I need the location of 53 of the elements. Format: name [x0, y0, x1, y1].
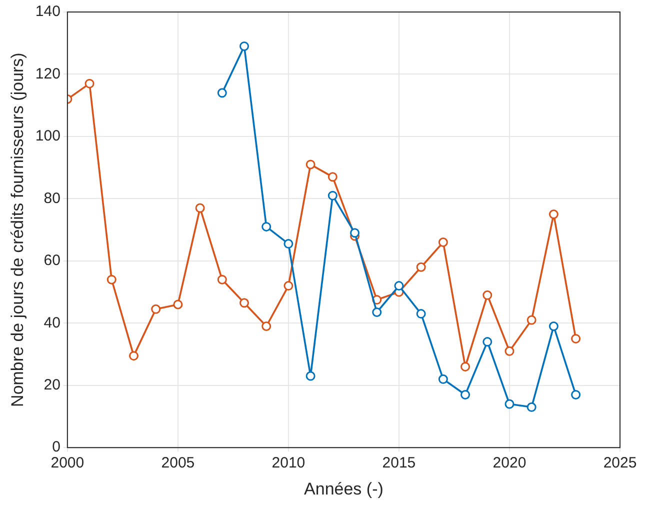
y-tick-label: 60 [44, 252, 60, 270]
point [84, 78, 94, 88]
point [350, 228, 360, 238]
point [571, 334, 581, 344]
y-tick-label: 20 [44, 376, 60, 394]
x-tick-label: 2020 [492, 454, 526, 472]
x-tick-label: 2005 [161, 454, 195, 472]
point [217, 274, 227, 284]
point [173, 300, 183, 310]
point [504, 399, 514, 409]
point [526, 402, 536, 412]
y-tick-label: 140 [35, 3, 60, 20]
point [284, 281, 294, 291]
y-tick-label: 120 [35, 65, 60, 82]
point [306, 371, 316, 381]
point [372, 308, 382, 318]
x-tick-label: 2000 [50, 454, 84, 472]
point [106, 274, 116, 284]
point [438, 374, 448, 384]
point [526, 315, 536, 325]
y-tick-label: 40 [44, 314, 60, 332]
point [195, 203, 205, 213]
y-tick-label: 100 [35, 128, 60, 145]
point [548, 322, 558, 332]
y-tick-label: 80 [44, 190, 60, 207]
x-tick-label: 2025 [603, 454, 637, 472]
point [151, 304, 161, 314]
x-tick-label: 2015 [382, 454, 416, 472]
point [128, 351, 138, 361]
point [306, 160, 316, 170]
point [416, 309, 426, 319]
y-tick-label: 0 [52, 438, 60, 456]
point [240, 298, 249, 308]
y-axis-title: Nombre de jours de crédits fournisseurs (jours) [8, 52, 27, 407]
point [504, 346, 514, 356]
point [217, 88, 227, 98]
point [571, 390, 581, 400]
point [460, 362, 470, 372]
x-axis-title: Années (-) [304, 479, 384, 498]
point [548, 209, 558, 219]
point [328, 172, 338, 182]
point [328, 190, 338, 200]
point [262, 322, 272, 332]
point [284, 239, 294, 249]
point [482, 337, 492, 347]
point [416, 262, 426, 272]
point [262, 222, 272, 232]
point [460, 390, 470, 400]
point [240, 41, 249, 51]
point [482, 290, 492, 300]
point [394, 281, 404, 291]
x-tick-label: 2010 [272, 454, 306, 472]
point [438, 237, 448, 247]
